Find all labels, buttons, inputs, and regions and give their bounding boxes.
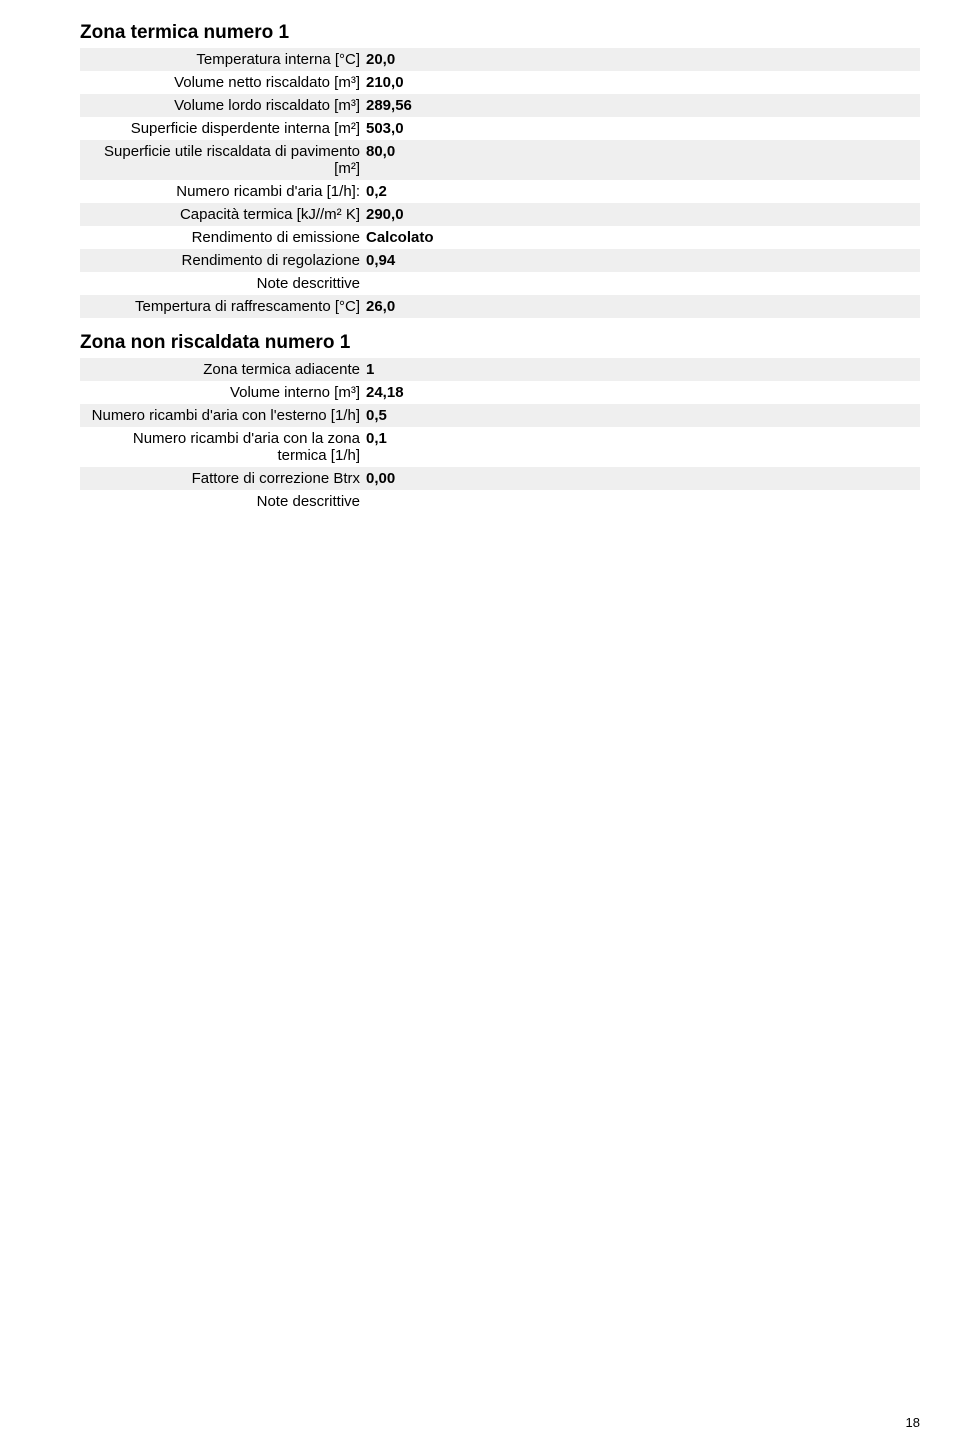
row-label: Volume netto riscaldato [m³] <box>80 71 366 94</box>
zone-unheated-table: Zona termica adiacente1Volume interno [m… <box>80 358 920 513</box>
row-label: Tempertura di raffrescamento [°C] <box>80 295 366 318</box>
table-row: Note descrittive <box>80 490 920 513</box>
table-row: Temperatura interna [°C]20,0 <box>80 48 920 71</box>
row-value: 24,18 <box>366 381 920 404</box>
table-row: Numero ricambi d'aria con l'esterno [1/h… <box>80 404 920 427</box>
row-value: 0,94 <box>366 249 920 272</box>
page-number: 18 <box>906 1415 920 1430</box>
row-label: Volume interno [m³] <box>80 381 366 404</box>
row-value: 20,0 <box>366 48 920 71</box>
table-row: Numero ricambi d'aria con la zona termic… <box>80 427 920 467</box>
table-row: Superficie utile riscaldata di pavimento… <box>80 140 920 180</box>
row-value <box>366 272 920 295</box>
row-label: Superficie disperdente interna [m²] <box>80 117 366 140</box>
row-label: Zona termica adiacente <box>80 358 366 381</box>
row-value: 210,0 <box>366 71 920 94</box>
section-title-2: Zona non riscaldata numero 1 <box>80 332 920 354</box>
row-value: 0,00 <box>366 467 920 490</box>
row-value: 503,0 <box>366 117 920 140</box>
row-value <box>366 490 920 513</box>
row-label: Superficie utile riscaldata di pavimento… <box>80 140 366 180</box>
table-row: Volume interno [m³]24,18 <box>80 381 920 404</box>
row-value: 290,0 <box>366 203 920 226</box>
row-value: 1 <box>366 358 920 381</box>
row-label: Numero ricambi d'aria con l'esterno [1/h… <box>80 404 366 427</box>
row-value: 26,0 <box>366 295 920 318</box>
table-row: Volume netto riscaldato [m³]210,0 <box>80 71 920 94</box>
row-value: 0,2 <box>366 180 920 203</box>
table-row: Note descrittive <box>80 272 920 295</box>
zone-thermal-table: Temperatura interna [°C]20,0Volume netto… <box>80 48 920 318</box>
row-label: Capacità termica [kJ//m² K] <box>80 203 366 226</box>
row-label: Numero ricambi d'aria [1/h]: <box>80 180 366 203</box>
table-row: Superficie disperdente interna [m²]503,0 <box>80 117 920 140</box>
row-label: Note descrittive <box>80 490 366 513</box>
table-row: Numero ricambi d'aria [1/h]:0,2 <box>80 180 920 203</box>
row-label: Numero ricambi d'aria con la zona termic… <box>80 427 366 467</box>
row-value: 0,1 <box>366 427 920 467</box>
row-label: Rendimento di emissione <box>80 226 366 249</box>
row-label: Temperatura interna [°C] <box>80 48 366 71</box>
table-row: Capacità termica [kJ//m² K]290,0 <box>80 203 920 226</box>
row-value: Calcolato <box>366 226 920 249</box>
table-row: Tempertura di raffrescamento [°C]26,0 <box>80 295 920 318</box>
table-row: Rendimento di emissioneCalcolato <box>80 226 920 249</box>
row-value: 289,56 <box>366 94 920 117</box>
row-value: 0,5 <box>366 404 920 427</box>
row-label: Rendimento di regolazione <box>80 249 366 272</box>
table-row: Fattore di correzione Btrx0,00 <box>80 467 920 490</box>
table-row: Rendimento di regolazione0,94 <box>80 249 920 272</box>
table-row: Volume lordo riscaldato [m³]289,56 <box>80 94 920 117</box>
row-label: Fattore di correzione Btrx <box>80 467 366 490</box>
row-label: Volume lordo riscaldato [m³] <box>80 94 366 117</box>
table-row: Zona termica adiacente1 <box>80 358 920 381</box>
section-title-1: Zona termica numero 1 <box>80 22 920 44</box>
row-value: 80,0 <box>366 140 920 180</box>
row-label: Note descrittive <box>80 272 366 295</box>
